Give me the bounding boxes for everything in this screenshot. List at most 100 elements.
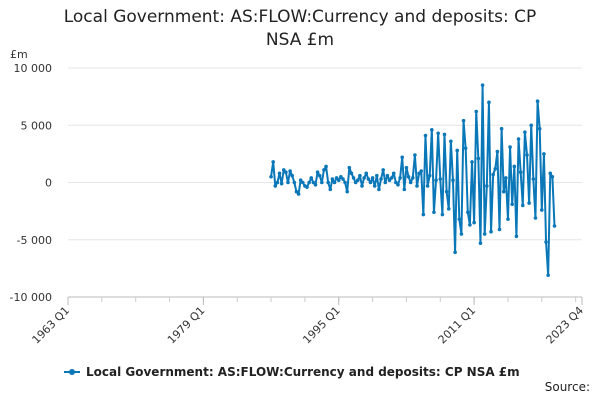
data-point[interactable] (533, 216, 538, 220)
data-point[interactable] (408, 180, 413, 185)
data-point[interactable] (343, 180, 347, 185)
data-point[interactable] (427, 173, 432, 178)
data-point[interactable] (284, 170, 288, 174)
data-point[interactable] (402, 187, 407, 192)
data-point[interactable] (415, 184, 419, 188)
data-point[interactable] (446, 207, 451, 211)
data-point[interactable] (364, 171, 369, 176)
data-point[interactable] (281, 168, 286, 172)
data-point[interactable] (313, 182, 318, 187)
data-point[interactable] (468, 223, 472, 227)
data-point[interactable] (485, 184, 489, 188)
data-point[interactable] (290, 173, 295, 178)
data-point[interactable] (307, 180, 311, 185)
data-point[interactable] (508, 145, 512, 149)
data-point[interactable] (512, 164, 517, 169)
data-point[interactable] (540, 208, 544, 212)
data-point[interactable] (529, 123, 534, 128)
data-point[interactable] (286, 180, 290, 185)
data-point[interactable] (383, 180, 388, 185)
data-point[interactable] (476, 156, 481, 161)
data-point[interactable] (436, 131, 440, 136)
data-point[interactable] (516, 137, 521, 141)
data-point[interactable] (404, 165, 409, 170)
data-point[interactable] (309, 176, 314, 180)
data-point[interactable] (444, 189, 449, 194)
data-point[interactable] (453, 250, 457, 255)
data-point[interactable] (298, 178, 303, 183)
data-point[interactable] (523, 130, 527, 134)
data-point[interactable] (368, 180, 373, 185)
data-point[interactable] (432, 210, 436, 215)
data-point[interactable] (370, 176, 375, 180)
data-point[interactable] (391, 171, 396, 176)
data-point[interactable] (497, 227, 502, 232)
data-point[interactable] (385, 173, 390, 178)
data-point[interactable] (406, 174, 411, 179)
data-point[interactable] (271, 160, 275, 164)
data-point[interactable] (410, 176, 415, 180)
data-point[interactable] (296, 192, 301, 196)
data-point[interactable] (277, 171, 282, 176)
data-point[interactable] (389, 176, 394, 180)
data-point[interactable] (499, 126, 504, 131)
data-point[interactable] (440, 212, 445, 217)
legend[interactable]: Local Government: AS:FLOW:Currency and d… (64, 365, 520, 379)
data-point[interactable] (300, 180, 305, 185)
data-point[interactable] (442, 132, 447, 137)
data-point[interactable] (379, 177, 383, 181)
data-point[interactable] (459, 232, 464, 236)
data-point[interactable] (292, 180, 297, 185)
data-point[interactable] (279, 181, 284, 186)
data-point[interactable] (504, 176, 508, 180)
data-point[interactable] (548, 171, 553, 176)
data-point[interactable] (546, 273, 550, 278)
data-point[interactable] (531, 177, 536, 181)
data-point[interactable] (349, 171, 354, 176)
data-point[interactable] (366, 177, 371, 181)
data-point[interactable] (510, 202, 514, 207)
data-point[interactable] (514, 234, 519, 239)
data-point[interactable] (377, 187, 381, 192)
data-point[interactable] (423, 133, 428, 138)
data-point[interactable] (360, 184, 364, 188)
data-point[interactable] (506, 217, 510, 221)
data-point[interactable] (387, 178, 392, 183)
data-point[interactable] (332, 180, 337, 185)
data-point[interactable] (495, 149, 500, 154)
data-point[interactable] (487, 100, 491, 105)
data-point[interactable] (305, 185, 309, 189)
data-point[interactable] (334, 176, 339, 180)
data-point[interactable] (273, 184, 278, 188)
data-point[interactable] (493, 166, 498, 171)
data-point[interactable] (480, 83, 485, 87)
data-point[interactable] (482, 232, 487, 236)
data-point[interactable] (527, 201, 531, 205)
data-point[interactable] (353, 180, 358, 185)
data-point[interactable] (375, 173, 379, 178)
data-point[interactable] (330, 177, 335, 181)
data-point[interactable] (478, 241, 483, 245)
data-point[interactable] (542, 152, 546, 156)
data-point[interactable] (400, 155, 405, 160)
data-point[interactable] (425, 184, 430, 188)
data-point[interactable] (394, 180, 398, 185)
data-point[interactable] (339, 174, 343, 179)
data-point[interactable] (336, 178, 341, 183)
data-point[interactable] (457, 217, 462, 221)
data-point[interactable] (491, 172, 495, 177)
data-point[interactable] (417, 171, 421, 176)
data-point[interactable] (269, 174, 273, 179)
data-point[interactable] (396, 182, 400, 187)
data-point[interactable] (381, 168, 385, 172)
data-point[interactable] (518, 170, 523, 174)
data-point[interactable] (311, 180, 316, 185)
data-point[interactable] (474, 109, 479, 114)
data-point[interactable] (372, 184, 377, 188)
data-point[interactable] (294, 189, 299, 194)
data-point[interactable] (324, 164, 328, 169)
data-point[interactable] (470, 160, 474, 164)
data-point[interactable] (535, 99, 540, 103)
data-point[interactable] (362, 176, 366, 180)
data-point[interactable] (430, 128, 434, 132)
